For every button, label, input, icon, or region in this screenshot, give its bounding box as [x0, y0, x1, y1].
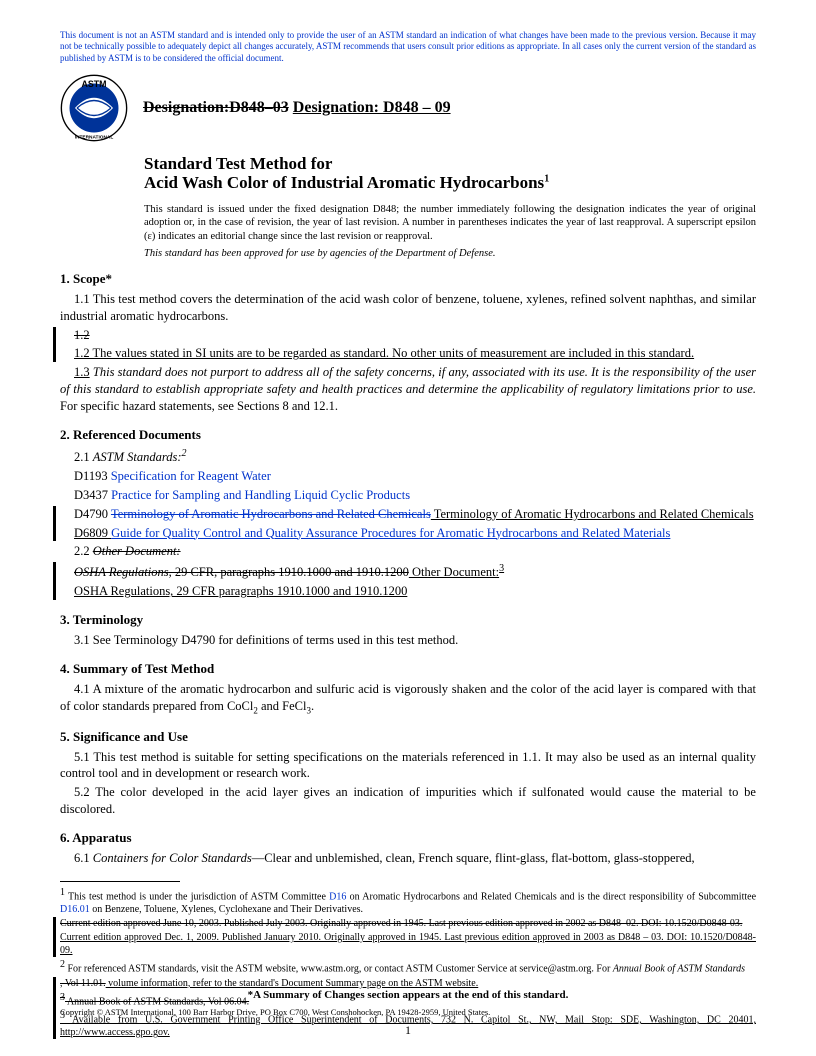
section-3-heading: 3. Terminology [60, 612, 756, 628]
svg-text:INTERNATIONAL: INTERNATIONAL [75, 134, 114, 140]
para-5-1: 5.1 This test method is suitable for set… [60, 749, 756, 783]
title-line1: Standard Test Method for [144, 154, 756, 174]
ref-d3437: D3437 Practice for Sampling and Handling… [74, 487, 756, 504]
link-d1193[interactable]: Specification for Reagent Water [111, 469, 271, 483]
svg-text:ASTM: ASTM [81, 79, 106, 89]
astm-logo: ASTM INTERNATIONAL [60, 74, 128, 142]
para-5-2: 5.2 The color developed in the acid laye… [60, 784, 756, 818]
section-5-heading: 5. Significance and Use [60, 729, 756, 745]
footnote-1: 1 This test method is under the jurisdic… [60, 886, 756, 916]
footnote-2: 2 For referenced ASTM standards, visit t… [60, 958, 756, 975]
para-4-1: 4.1 A mixture of the aromatic hydrocarbo… [60, 681, 756, 717]
para-1-1: 1.1 This test method covers the determin… [60, 291, 756, 325]
osha-new: OSHA Regulations, 29 CFR paragraphs 1910… [74, 583, 756, 600]
ref-d6809: D6809 Guide for Quality Control and Qual… [74, 525, 756, 542]
dod-note: This standard has been approved for use … [144, 248, 756, 259]
osha-redline: OSHA Regulations, 29 CFR, paragraphs 191… [74, 562, 756, 581]
para-2-1: 2.1 ASTM Standards:2 [60, 447, 756, 466]
ref-d4790: D4790 Terminology of Aromatic Hydrocarbo… [74, 506, 756, 523]
link-d3437[interactable]: Practice for Sampling and Handling Liqui… [111, 488, 410, 502]
page-number: 1 [60, 1023, 756, 1038]
footnote-1-old: Current edition approved June 10, 2003. … [60, 917, 756, 930]
footnote-1-new: Current edition approved Dec. 1, 2009. P… [60, 931, 756, 957]
footnote-2-vol: , Vol 11.01. volume information, refer t… [60, 977, 756, 990]
para-1-2-old: 1.2 [60, 327, 756, 344]
ref-d1193: D1193 Specification for Reagent Water [74, 468, 756, 485]
section-2-heading: 2. Referenced Documents [60, 427, 756, 443]
copyright: Copyright © ASTM International, 100 Barr… [60, 1007, 756, 1017]
footnote-separator [60, 881, 180, 882]
link-d16[interactable]: D16 [329, 891, 346, 902]
section-4-heading: 4. Summary of Test Method [60, 661, 756, 677]
section-1-heading: 1. Scope* [60, 271, 756, 287]
para-1-2: 1.2 The values stated in SI units are to… [60, 345, 756, 362]
designation-new: Designation: D848 – 09 [293, 99, 451, 116]
para-6-1: 6.1 Containers for Color Standards—Clear… [60, 850, 756, 867]
title-line2: Acid Wash Color of Industrial Aromatic H… [144, 173, 756, 193]
title-block: Standard Test Method for Acid Wash Color… [144, 154, 756, 259]
para-1-3: 1.3 This standard does not purport to ad… [60, 364, 756, 415]
redline-disclaimer: This document is not an ASTM standard an… [60, 30, 756, 64]
designation-old: Designation:D848–03 [143, 99, 289, 116]
para-3-1: 3.1 See Terminology D4790 for definition… [60, 632, 756, 649]
section-6-heading: 6. Apparatus [60, 830, 756, 846]
para-2-2-old: 2.2 Other Document: [60, 543, 756, 560]
link-d6809[interactable]: Guide for Quality Control and Quality As… [111, 526, 670, 540]
issuance-note: This standard is issued under the fixed … [144, 203, 756, 244]
designation: Designation:D848–03 Designation: D848 – … [143, 99, 451, 117]
link-d1601[interactable]: D16.01 [60, 904, 90, 915]
summary-changes-note: *A Summary of Changes section appears at… [60, 989, 756, 1001]
header-row: ASTM INTERNATIONAL Designation:D848–03 D… [60, 74, 756, 142]
page-footer: *A Summary of Changes section appears at… [60, 989, 756, 1038]
